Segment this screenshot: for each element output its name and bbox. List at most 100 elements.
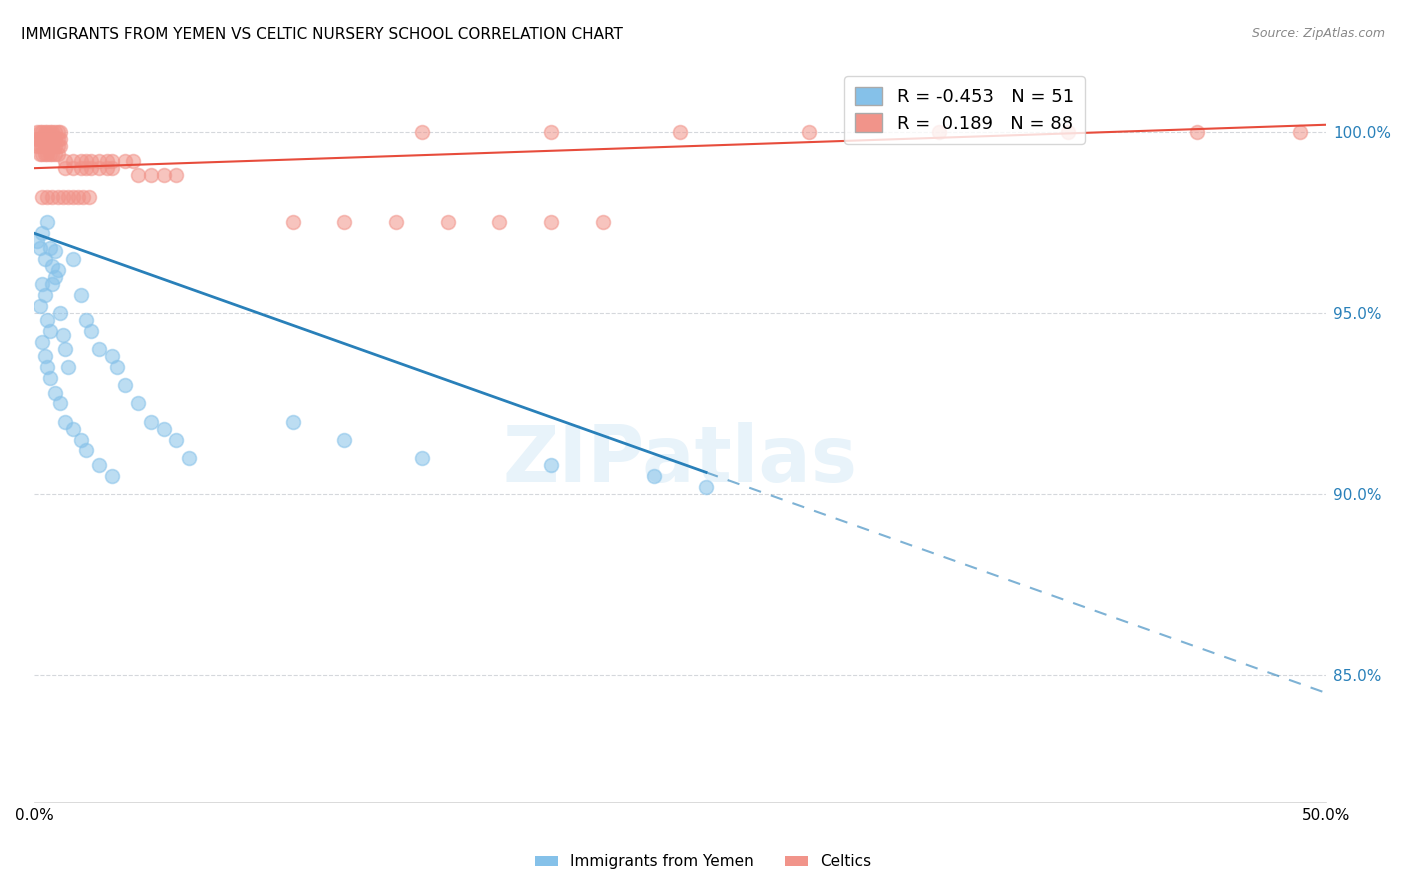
- Point: [1185, 125, 1208, 139]
- Point: [87, 153, 110, 168]
- Point: [333, 433, 356, 447]
- Point: [34, 139, 56, 153]
- Point: [87, 342, 110, 356]
- Point: [37, 190, 59, 204]
- Point: [121, 153, 143, 168]
- Point: [44, 146, 66, 161]
- Point: [411, 450, 433, 465]
- Point: [46, 139, 69, 153]
- Point: [72, 190, 94, 204]
- Point: [114, 153, 136, 168]
- Point: [101, 468, 124, 483]
- Point: [53, 415, 76, 429]
- Point: [56, 360, 79, 375]
- Point: [669, 125, 692, 139]
- Point: [28, 139, 51, 153]
- Point: [28, 132, 51, 146]
- Point: [75, 153, 97, 168]
- Point: [25, 234, 48, 248]
- Point: [62, 252, 84, 266]
- Point: [139, 415, 162, 429]
- Point: [31, 139, 53, 153]
- Point: [38, 324, 60, 338]
- Point: [46, 132, 69, 146]
- Point: [37, 360, 59, 375]
- Point: [166, 169, 188, 183]
- Point: [799, 125, 821, 139]
- Point: [49, 306, 72, 320]
- Point: [53, 342, 76, 356]
- Point: [46, 146, 69, 161]
- Legend: R = -0.453   N = 51, R =  0.189   N = 88: R = -0.453 N = 51, R = 0.189 N = 88: [844, 76, 1084, 144]
- Point: [127, 169, 149, 183]
- Point: [62, 153, 84, 168]
- Legend: Immigrants from Yemen, Celtics: Immigrants from Yemen, Celtics: [529, 848, 877, 875]
- Point: [488, 215, 510, 229]
- Point: [34, 252, 56, 266]
- Point: [139, 169, 162, 183]
- Text: ZIPatlas: ZIPatlas: [503, 422, 858, 499]
- Point: [127, 396, 149, 410]
- Point: [31, 132, 53, 146]
- Point: [87, 161, 110, 176]
- Point: [1056, 125, 1078, 139]
- Point: [41, 132, 63, 146]
- Point: [101, 350, 124, 364]
- Point: [37, 139, 59, 153]
- Point: [38, 139, 60, 153]
- Point: [52, 327, 75, 342]
- Point: [62, 190, 84, 204]
- Point: [166, 433, 188, 447]
- Point: [41, 259, 63, 273]
- Point: [101, 161, 124, 176]
- Point: [70, 433, 93, 447]
- Point: [928, 125, 950, 139]
- Point: [540, 458, 562, 472]
- Point: [49, 396, 72, 410]
- Point: [25, 139, 48, 153]
- Point: [44, 385, 66, 400]
- Point: [540, 215, 562, 229]
- Point: [49, 139, 72, 153]
- Point: [25, 132, 48, 146]
- Point: [46, 125, 69, 139]
- Point: [695, 480, 717, 494]
- Point: [96, 161, 118, 176]
- Point: [67, 190, 90, 204]
- Point: [44, 244, 66, 259]
- Point: [38, 125, 60, 139]
- Point: [114, 378, 136, 392]
- Point: [28, 125, 51, 139]
- Point: [101, 153, 124, 168]
- Point: [62, 422, 84, 436]
- Point: [56, 190, 79, 204]
- Point: [31, 334, 53, 349]
- Point: [37, 146, 59, 161]
- Point: [31, 227, 53, 241]
- Point: [44, 132, 66, 146]
- Point: [105, 360, 128, 375]
- Point: [80, 153, 103, 168]
- Point: [385, 215, 408, 229]
- Point: [44, 139, 66, 153]
- Point: [152, 169, 174, 183]
- Text: Source: ZipAtlas.com: Source: ZipAtlas.com: [1251, 27, 1385, 40]
- Point: [436, 215, 458, 229]
- Point: [28, 299, 51, 313]
- Point: [49, 125, 72, 139]
- Point: [41, 277, 63, 291]
- Point: [333, 215, 356, 229]
- Point: [46, 190, 69, 204]
- Point: [77, 190, 100, 204]
- Point: [643, 468, 665, 483]
- Point: [25, 125, 48, 139]
- Point: [281, 415, 304, 429]
- Point: [38, 146, 60, 161]
- Point: [38, 241, 60, 255]
- Point: [281, 215, 304, 229]
- Point: [1289, 125, 1312, 139]
- Point: [75, 161, 97, 176]
- Text: IMMIGRANTS FROM YEMEN VS CELTIC NURSERY SCHOOL CORRELATION CHART: IMMIGRANTS FROM YEMEN VS CELTIC NURSERY …: [21, 27, 623, 42]
- Point: [44, 269, 66, 284]
- Point: [540, 125, 562, 139]
